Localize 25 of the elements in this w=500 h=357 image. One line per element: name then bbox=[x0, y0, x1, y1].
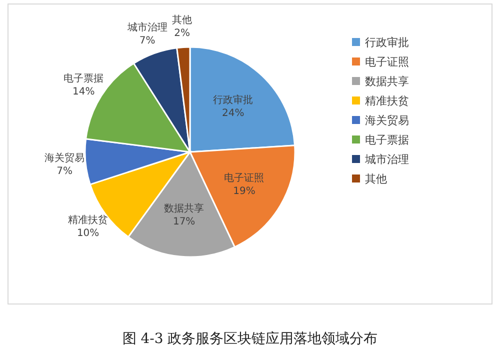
legend-label: 海关贸易 bbox=[365, 114, 409, 127]
data-label: 10% bbox=[76, 228, 100, 240]
slice-label: 电子票据 bbox=[64, 72, 104, 84]
legend-label: 电子票据 bbox=[365, 134, 409, 146]
data-label: 17% bbox=[172, 216, 196, 228]
slice-label: 海关贸易 bbox=[44, 152, 85, 164]
slice-label: 行政审批 bbox=[213, 94, 254, 106]
data-label: 14% bbox=[72, 86, 95, 98]
legend-label: 精准扶贫 bbox=[365, 94, 409, 108]
legend-label: 城市治理 bbox=[364, 153, 409, 166]
data-label: 7% bbox=[56, 166, 72, 177]
data-label: 24% bbox=[222, 108, 244, 120]
slice-label: 精准扶贫 bbox=[68, 214, 108, 226]
legend-label: 其他 bbox=[365, 172, 387, 186]
slice-label: 电子证照 bbox=[224, 172, 264, 184]
slice-label: 其他 bbox=[172, 14, 192, 26]
text: 图 4-3 政务服务区块链应用落地领域分布 bbox=[122, 331, 378, 347]
data-label: 19% bbox=[233, 186, 256, 198]
legend-label: 行政审批 bbox=[365, 36, 409, 49]
slice-label: 数据共享 bbox=[164, 202, 204, 215]
data-label: 7% bbox=[139, 35, 156, 46]
slice-label: 城市治理 bbox=[126, 21, 168, 34]
legend-label: 数据共享 bbox=[365, 75, 409, 88]
legend-label: 电子证照 bbox=[365, 56, 409, 68]
data-label: 2% bbox=[174, 28, 190, 40]
